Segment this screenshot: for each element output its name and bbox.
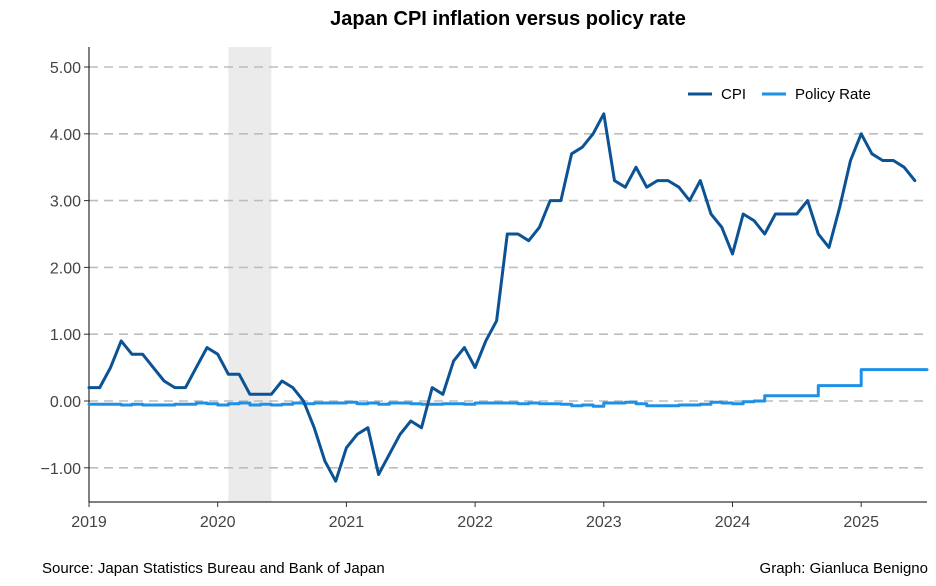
legend-label-policy-rate: Policy Rate [795, 86, 871, 103]
x-tick-label: 2023 [586, 514, 622, 531]
series-layer [87, 112, 929, 483]
series-line-policy-rate [87, 368, 929, 408]
x-tick-label: 2024 [715, 514, 751, 531]
x-tick-label: 2022 [457, 514, 493, 531]
shaded-region-layer [228, 47, 272, 502]
series-line-cpi [87, 112, 917, 483]
y-tick-label: 2.00 [50, 260, 81, 277]
x-tick-label: 2025 [843, 514, 879, 531]
x-tick-label: 2020 [200, 514, 236, 531]
shaded-recession-band [228, 47, 272, 502]
legend: CPI Policy Rate [688, 86, 871, 103]
y-tick-label: 3.00 [50, 194, 81, 211]
axes: 5.00 4.00 3.00 2.00 1.00 0.00 −1.00 2019 2020 202… [41, 47, 927, 531]
y-tick-label: 0.00 [50, 394, 81, 411]
y-tick-label: 1.00 [50, 327, 81, 344]
source-note: Source: Japan Statistics Bureau and Bank… [42, 560, 385, 577]
graph-credit: Graph: Gianluca Benigno [760, 560, 928, 577]
y-tick-label: −1.00 [41, 461, 82, 478]
x-tick-label: 2019 [71, 514, 107, 531]
gridlines [89, 66, 927, 469]
x-tick-label: 2021 [329, 514, 365, 531]
chart-title: Japan CPI inflation versus policy rate [330, 8, 686, 30]
y-tick-label: 5.00 [50, 60, 81, 77]
legend-label-cpi: CPI [721, 86, 746, 103]
y-tick-label: 4.00 [50, 127, 81, 144]
